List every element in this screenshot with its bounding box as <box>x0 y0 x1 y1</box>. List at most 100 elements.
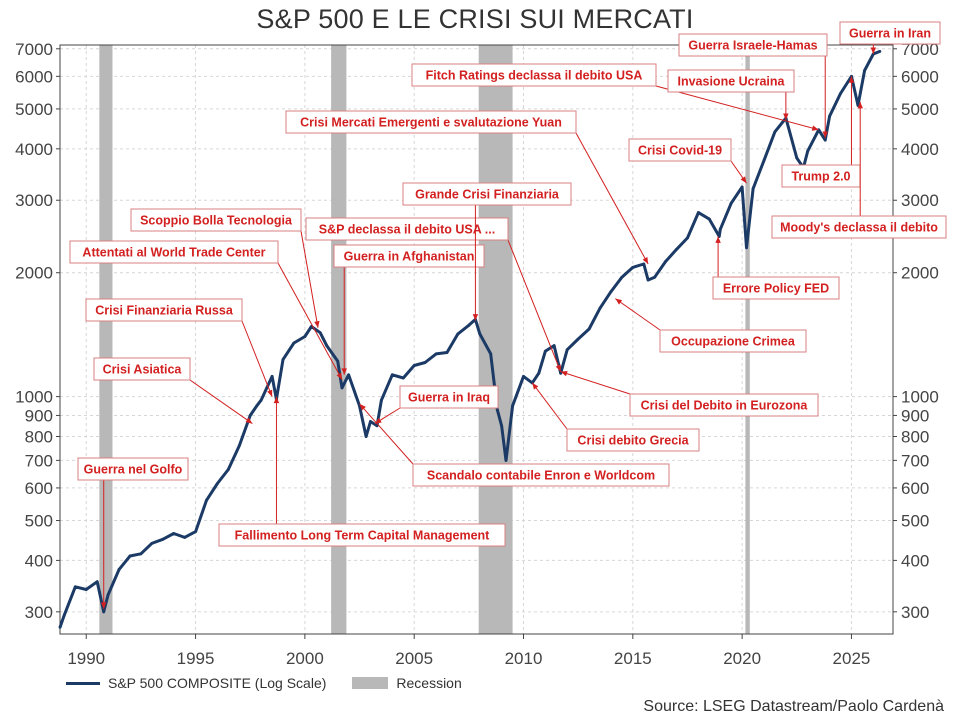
annotation-box-afghan <box>333 244 485 268</box>
annotation-label-eurozona: Crisi del Debito in Eurozona <box>641 399 809 413</box>
sp500-data-point <box>139 552 143 556</box>
annotation-label-fed: Errore Policy FED <box>723 282 829 296</box>
sp500-data-point <box>773 130 777 134</box>
legend-line-swatch <box>66 681 100 685</box>
sp500-data-point <box>543 349 547 353</box>
sp500-data-point <box>456 332 460 336</box>
sp500-data-point <box>369 420 372 423</box>
y-tick-label-left: 1000 <box>15 388 53 407</box>
sp500-data-point <box>270 374 274 378</box>
annotation-arrowhead-ucraina <box>783 113 789 120</box>
annotation-arrowhead-fitch <box>811 125 819 131</box>
x-tick-label: 2020 <box>723 649 761 668</box>
annotation-label-bolla: Scoppio Bolla Tecnologia <box>140 214 293 228</box>
y-tick-label-right: 7000 <box>901 40 939 59</box>
annotation-arrowhead-trump <box>848 76 855 83</box>
annotation-box-grecia <box>566 428 700 452</box>
x-tick-label: 2005 <box>395 649 433 668</box>
sp500-data-point <box>128 554 132 558</box>
annotation-arrowhead-hamas <box>822 131 828 138</box>
y-tick-label-left: 7000 <box>15 40 53 59</box>
sp500-data-point <box>675 247 678 251</box>
sp500-data-point <box>117 568 121 571</box>
annotation-arrowhead-fed <box>715 236 721 243</box>
annotation-label-ucraina: Invasione Ucraina <box>678 75 786 89</box>
sp500-data-point <box>620 275 624 279</box>
annotation-leader-eurozona <box>560 371 631 395</box>
sp500-data-point <box>318 331 322 335</box>
x-tick-label: 2015 <box>614 649 652 668</box>
annotation-label-wtc: Attentati al World Trade Center <box>82 246 265 260</box>
y-tick-label-left: 900 <box>25 406 53 425</box>
y-tick-label-right: 3000 <box>901 191 939 210</box>
sp500-data-point <box>73 585 77 589</box>
annotation-arrowhead-enron <box>359 403 366 411</box>
annotation-label-enron: Scandalo contabile Enron e Worldcom <box>427 469 655 483</box>
annotation-box-moodys <box>771 215 947 239</box>
legend-recession-label: Recession <box>396 675 462 691</box>
annotation-box-hamas <box>678 33 828 57</box>
sp500-data-point <box>664 260 668 263</box>
annotation-arrowhead-sp_usa <box>555 364 561 372</box>
sp500-data-point <box>587 327 591 331</box>
annotation-label-emergenti: Crisi Mercati Emergenti e svalutazione Y… <box>300 116 562 130</box>
sp500-data-point <box>740 185 744 189</box>
y-tick-label-left: 300 <box>25 603 53 622</box>
annotation-label-sp_usa: S&P declassa il debito USA ... <box>319 223 495 237</box>
y-tick-label-right: 800 <box>901 428 929 447</box>
sp500-data-point <box>423 361 427 364</box>
y-tick-label-right: 400 <box>901 551 929 570</box>
annotation-arrowhead-eurozona <box>560 371 568 377</box>
annotation-arrowhead-afghan <box>341 368 347 375</box>
y-tick-label-right: 2000 <box>901 264 939 283</box>
sp500-data-point <box>500 424 504 428</box>
x-tick-label: 1990 <box>67 649 105 668</box>
annotation-box-golfo <box>77 457 189 481</box>
sp500-data-point <box>336 359 340 363</box>
sp500-data-point <box>237 444 241 448</box>
annotation-box-asiatica <box>93 357 191 381</box>
sp500-data-point <box>795 156 799 160</box>
sp500-data-point <box>806 149 810 153</box>
sp500-data-point <box>729 201 733 205</box>
sp500-data-point <box>183 535 187 539</box>
annotation-arrowhead-ltcm <box>273 396 280 404</box>
y-tick-label-left: 3000 <box>15 191 53 210</box>
sp500-data-point <box>552 344 556 348</box>
sp500-data-point <box>292 341 296 345</box>
annotation-arrowhead-grecia <box>532 382 539 390</box>
annotation-arrowhead-wtc <box>336 372 343 380</box>
annotation-leader-fitch <box>655 85 819 131</box>
sp500-data-point <box>401 376 405 380</box>
annotation-label-hamas: Guerra Israele-Hamas <box>688 39 817 53</box>
annotation-label-russa: Crisi Finanziaria Russa <box>95 304 234 318</box>
annotation-box-wtc <box>69 240 279 264</box>
y-tick-label-left: 4000 <box>15 140 53 159</box>
sp500-data-point <box>150 541 154 545</box>
sp500-data-point <box>161 537 165 541</box>
annotation-box-ucraina <box>667 69 795 93</box>
sp500-data-point <box>58 625 62 629</box>
sp500-data-point <box>511 404 514 408</box>
sp500-data-point <box>828 114 831 118</box>
sp500-data-point <box>707 217 711 221</box>
sp500-data-point <box>489 352 493 356</box>
annotation-label-crimea: Occupazione Crimea <box>671 335 796 349</box>
sp500-data-point <box>340 386 344 390</box>
sp500-data-point <box>364 435 368 438</box>
annotation-box-iraq <box>399 385 499 409</box>
sp500-data-point <box>172 532 176 535</box>
annotation-arrowhead-gfc <box>472 314 479 321</box>
annotation-label-afghan: Guerra in Afghanistan <box>344 250 475 264</box>
annotation-label-trump: Trump 2.0 <box>791 170 850 184</box>
annotation-arrowhead-covid <box>740 176 747 184</box>
x-tick-label: 1995 <box>177 649 215 668</box>
annotation-label-iraq: Guerra in Iraq <box>408 391 490 405</box>
sp500-data-point <box>390 373 394 377</box>
legend-series-label: S&P 500 COMPOSITE (Log Scale) <box>108 675 327 691</box>
annotation-box-enron <box>412 463 670 487</box>
annotation-leader-enron <box>359 403 414 465</box>
y-tick-label-left: 600 <box>25 479 53 498</box>
y-tick-label-right: 300 <box>901 603 929 622</box>
annotation-arrowhead-iraq <box>374 417 382 424</box>
